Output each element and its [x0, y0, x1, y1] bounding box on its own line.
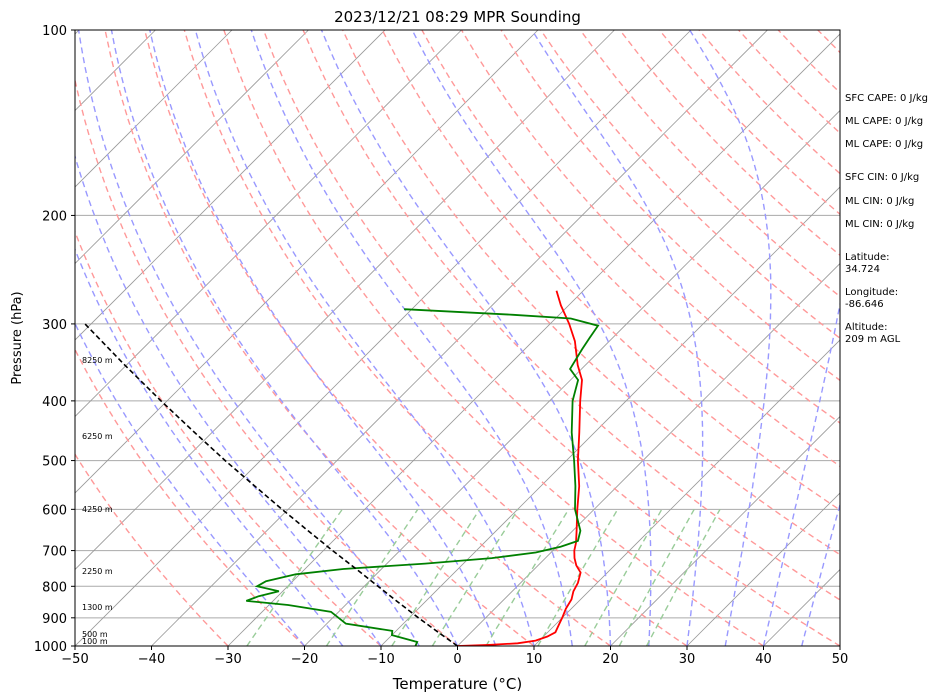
y-tick-label: 100 [42, 24, 67, 39]
mixing-ratio-line [391, 508, 481, 646]
height-label: 1300 m [82, 603, 113, 612]
isotherm-line [75, 30, 692, 646]
isotherm-line [533, 339, 840, 646]
x-tick-label: 10 [526, 652, 543, 667]
moist-adiabat-line [531, 30, 704, 646]
latitude-label: Latitude: 34.724 [845, 252, 890, 275]
altitude-label: Altitude: 209 m AGL [845, 322, 901, 345]
isotherm-line [686, 492, 840, 646]
ml-cin-label: ML CIN: 0 J/kg [845, 196, 915, 207]
x-tick-label: −40 [138, 652, 165, 667]
isotherm-line [151, 30, 768, 646]
isotherm-line [0, 30, 3, 646]
background-lines [0, 30, 840, 646]
plot-frame [74, 29, 841, 647]
moist-adiabat-line [801, 502, 840, 646]
isotherm-line [75, 30, 309, 265]
dry-adiabat-line [262, 30, 840, 646]
parcel-line [84, 323, 458, 646]
y-tick-label: 200 [42, 209, 67, 224]
isotherm-line [380, 186, 840, 646]
mixing-ratio-line [431, 508, 519, 646]
dry-adiabat-line [223, 30, 764, 646]
y-tick-label: 1000 [34, 640, 67, 655]
x-tick-label: 50 [832, 652, 849, 667]
sfc-cape-label: SFC CAPE: 0 J/kg [845, 93, 928, 104]
isotherm-line [457, 262, 840, 646]
isotherm-line [75, 30, 615, 571]
mixing-ratio-line [618, 508, 695, 646]
ml-cape-label-2: ML CAPE: 0 J/kg [845, 139, 924, 150]
dry-adiabat-line [144, 30, 611, 646]
isotherm-line [304, 109, 840, 646]
mixing-ratio-line [584, 508, 663, 646]
height-label: 100 m [82, 637, 108, 646]
y-tick-label: 800 [42, 580, 67, 595]
dry-adiabat-line [183, 30, 688, 646]
ml-cape-label: ML CAPE: 0 J/kg [845, 116, 924, 127]
mixing-ratio-line [537, 508, 619, 646]
x-tick-label: −30 [214, 652, 241, 667]
mixing-ratio-line [246, 508, 343, 646]
x-tick-label: 20 [602, 652, 619, 667]
y-axis-label: Pressure (hPa) [10, 291, 25, 384]
moist-adiabat-line [77, 30, 420, 646]
moist-adiabat-line [411, 30, 652, 646]
moist-adiabat-line [689, 30, 772, 646]
mixing-ratio-line [485, 508, 570, 646]
height-label: 6250 m [82, 432, 113, 441]
moist-adiabat-line [149, 30, 497, 646]
moist-adiabat-line [320, 30, 612, 646]
moist-adiabat-line [194, 30, 535, 646]
dewpoint-line [245, 308, 600, 646]
mixing-ratio-line [325, 508, 419, 646]
moist-adiabat-line [75, 247, 344, 646]
dry-adiabat-line [75, 452, 229, 646]
isotherm-line [75, 30, 462, 418]
height-label: 8250 m [82, 356, 113, 365]
dry-adiabat-line [104, 30, 535, 646]
y-tick-label: 700 [42, 545, 67, 560]
axis-ticks: −50 −40 −30 −20 −10 0 10 20 30 40 50 1000 900 800 700 6… [34, 24, 848, 667]
isotherm-line [75, 30, 539, 494]
x-tick-label: 40 [755, 652, 772, 667]
height-label: 500 m [82, 630, 108, 639]
mixing-ratio-line [645, 508, 721, 646]
isotherm-line [227, 33, 840, 646]
moist-adiabat-line [250, 30, 573, 646]
y-tick-label: 900 [42, 612, 67, 627]
chart-title: 2023/12/21 08:29 MPR Sounding [334, 8, 581, 26]
dry-adiabat-line [75, 77, 458, 646]
isotherm-line [75, 30, 233, 188]
moist-adiabat-line [110, 30, 459, 646]
y-tick-label: 500 [42, 455, 67, 470]
y-tick-label: 400 [42, 395, 67, 410]
x-tick-label: −20 [291, 652, 318, 667]
x-tick-label: 30 [679, 652, 696, 667]
x-tick-label: 0 [453, 652, 461, 667]
moist-adiabat-line [762, 300, 840, 646]
temperature-line [457, 290, 583, 646]
x-axis-label: Temperature (°C) [392, 675, 522, 693]
isotherm-line [610, 415, 840, 646]
ml-cin-label-2: ML CIN: 0 J/kg [845, 219, 915, 230]
height-label: 2250 m [82, 567, 113, 576]
isotherm-line [75, 30, 386, 341]
data-series [84, 290, 600, 646]
y-tick-label: 600 [42, 503, 67, 518]
height-label: 4250 m [82, 505, 113, 514]
longitude-label: Longitude: -86.646 [845, 287, 899, 310]
dry-adiabat-line [75, 229, 382, 646]
x-tick-label: −10 [367, 652, 394, 667]
y-tick-label: 300 [42, 318, 67, 333]
dry-adiabat-line [579, 30, 840, 298]
sfc-cin-label: SFC CIN: 0 J/kg [845, 172, 920, 183]
x-tick-label: −50 [61, 652, 88, 667]
